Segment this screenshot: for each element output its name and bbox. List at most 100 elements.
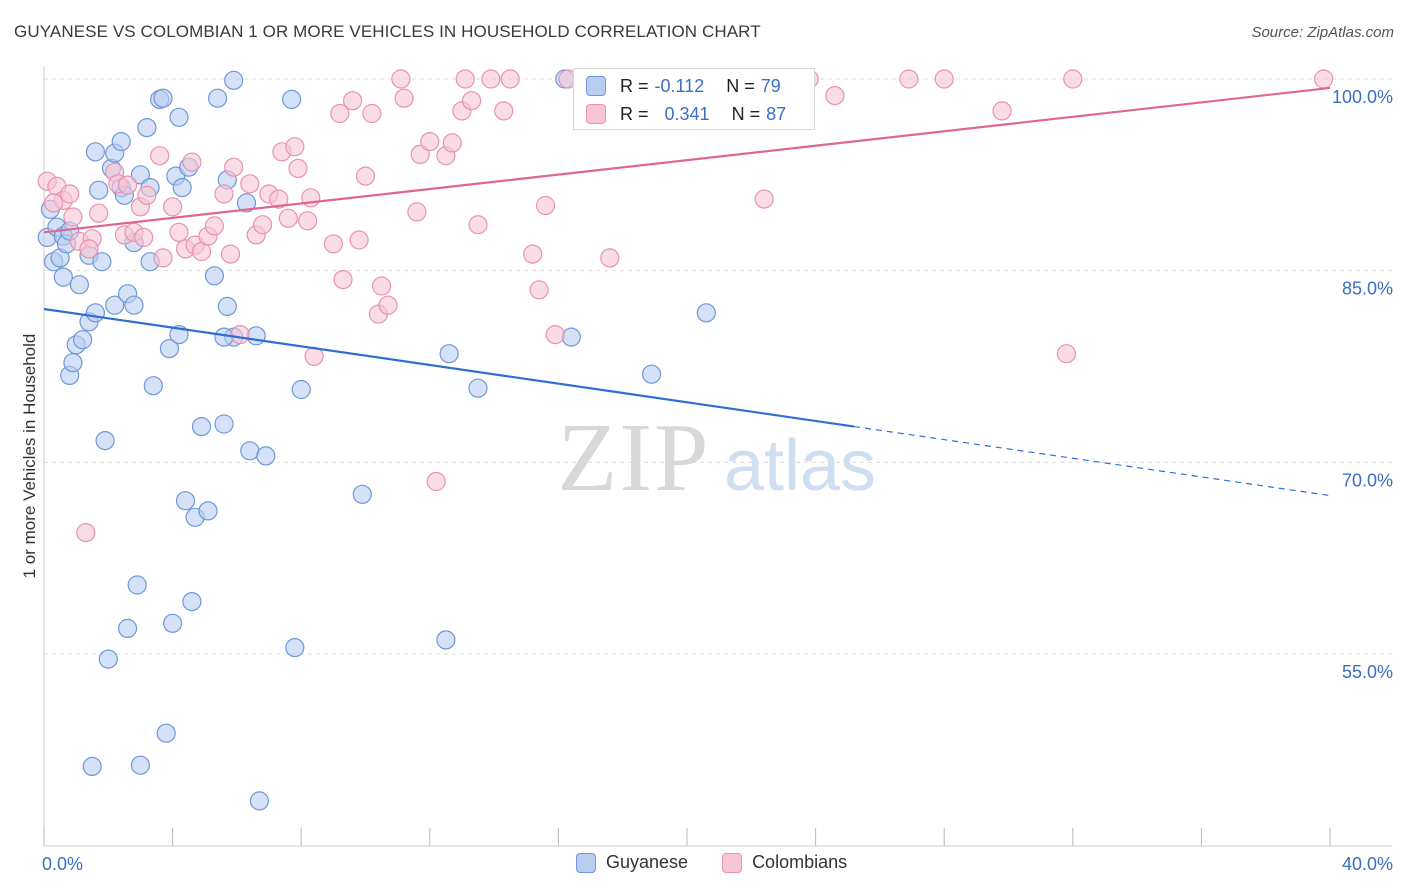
data-point xyxy=(246,326,266,346)
data-point xyxy=(85,303,106,323)
data-point xyxy=(208,88,228,108)
data-point xyxy=(137,117,157,138)
colombians-n-value: 87 xyxy=(766,103,787,124)
legend-label-guyanese: Guyanese xyxy=(606,852,689,872)
data-point xyxy=(63,207,83,227)
guyanese-trend-line xyxy=(43,307,855,428)
data-point xyxy=(98,649,118,669)
data-point xyxy=(150,146,170,166)
data-point xyxy=(143,376,163,396)
data-point xyxy=(754,189,774,209)
data-point xyxy=(230,325,250,345)
y-tick-label: 85.0% xyxy=(1342,279,1393,299)
data-point xyxy=(89,203,109,223)
data-point xyxy=(124,295,144,315)
source-label: Source: ZipAtlas.com xyxy=(1251,24,1394,41)
data-point xyxy=(153,88,173,108)
y-axis-label: 1 or more Vehicles in Household xyxy=(20,333,39,579)
data-point xyxy=(468,215,488,235)
data-point xyxy=(130,165,150,185)
data-point xyxy=(269,189,289,209)
data-point xyxy=(436,630,456,650)
data-point xyxy=(561,327,581,347)
data-point xyxy=(130,755,150,775)
guyanese-swatch xyxy=(586,76,606,96)
data-point xyxy=(1313,69,1334,89)
data-point xyxy=(43,193,64,213)
data-point xyxy=(442,133,462,153)
r-label: R = xyxy=(620,103,649,124)
data-point xyxy=(204,266,224,286)
data-point xyxy=(394,88,414,108)
data-point xyxy=(696,303,716,323)
data-point xyxy=(899,69,919,89)
data-point xyxy=(992,101,1012,121)
data-point xyxy=(535,195,556,216)
gridlines xyxy=(44,78,1392,655)
data-point xyxy=(191,417,212,437)
data-point xyxy=(391,69,411,89)
data-point xyxy=(362,103,382,124)
data-point xyxy=(224,157,244,177)
data-point xyxy=(134,227,154,247)
axis-tick-labels: 100.0% 85.0% 70.0% 55.0% 0.0% 40.0% xyxy=(42,87,1393,874)
legend-swatch-guyanese xyxy=(576,852,596,873)
guyanese-trend-extension xyxy=(854,425,1331,497)
colombians-trend-line xyxy=(43,86,1331,234)
data-point xyxy=(333,270,353,290)
colombians-swatch xyxy=(586,104,606,124)
data-point xyxy=(82,756,102,777)
data-point xyxy=(72,330,93,350)
data-point xyxy=(111,132,131,152)
data-point xyxy=(76,522,96,543)
watermark-zip: ZIP xyxy=(558,404,711,512)
data-point xyxy=(63,353,83,373)
data-point xyxy=(282,89,302,110)
data-point xyxy=(298,211,318,231)
data-point xyxy=(69,275,90,295)
x-tick-label: 0.0% xyxy=(42,854,83,874)
legend-item-colombians[interactable]: Colombians xyxy=(722,852,847,873)
data-point xyxy=(214,184,234,204)
data-point xyxy=(249,791,269,811)
data-point xyxy=(439,344,459,364)
data-point xyxy=(288,158,308,178)
data-point xyxy=(349,230,369,250)
data-point xyxy=(95,431,115,451)
data-point xyxy=(343,91,363,111)
data-point xyxy=(462,91,482,111)
data-point xyxy=(198,501,218,521)
data-point xyxy=(523,244,543,264)
guyanese-points xyxy=(37,69,716,811)
data-point xyxy=(224,70,244,90)
data-point xyxy=(89,180,109,200)
data-point xyxy=(85,142,106,162)
watermark-atlas: atlas xyxy=(724,426,876,506)
x-tick-label: 40.0% xyxy=(1342,854,1393,874)
data-point xyxy=(285,137,305,157)
data-point xyxy=(468,378,488,398)
data-point xyxy=(291,379,311,400)
r-label: R = xyxy=(620,75,649,96)
data-point xyxy=(372,276,392,296)
data-point xyxy=(529,280,549,300)
data-point xyxy=(481,69,501,89)
data-point xyxy=(204,216,224,236)
data-point xyxy=(500,69,520,89)
data-point xyxy=(378,295,398,315)
data-point xyxy=(92,252,112,272)
axes xyxy=(43,66,1392,847)
data-point xyxy=(285,637,305,658)
data-point xyxy=(153,248,173,268)
data-point xyxy=(410,144,430,164)
y-tick-label: 70.0% xyxy=(1342,470,1393,490)
trend-lines xyxy=(43,86,1331,497)
chart-title: GUYANESE VS COLOMBIAN 1 OR MORE VEHICLES… xyxy=(14,22,761,41)
data-point xyxy=(934,69,954,89)
data-point xyxy=(175,491,196,511)
data-point xyxy=(163,197,183,217)
data-point xyxy=(355,166,376,186)
data-point xyxy=(182,152,202,172)
data-point xyxy=(117,618,138,639)
legend-item-guyanese[interactable]: Guyanese xyxy=(576,852,688,873)
